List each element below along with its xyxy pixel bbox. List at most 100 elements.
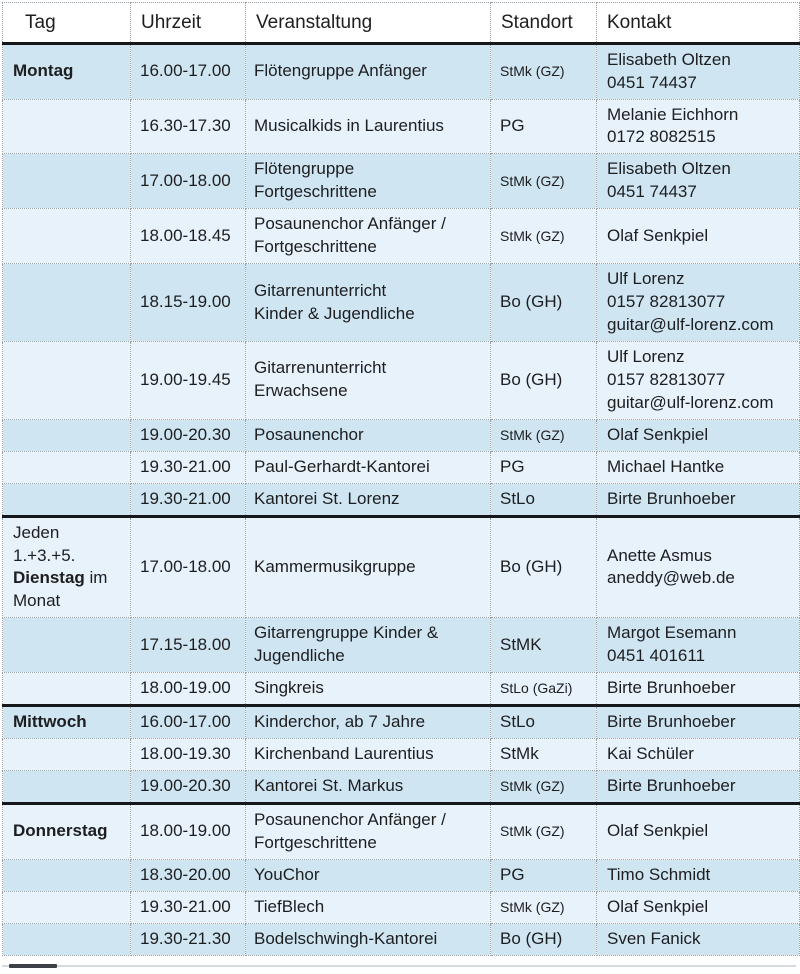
location-cell: Bo (GH) [490, 263, 597, 342]
location-cell: PG [490, 858, 597, 892]
contact-cell: Birte Brunhoeber [596, 482, 800, 517]
contact-label: Kai Schüler [607, 744, 694, 764]
table-row: 18.30-20.00 YouChor PG Timo Schmidt [2, 858, 800, 892]
event-label: Posaunenchor [254, 424, 364, 444]
contact-cell: Olaf Senkpiel [596, 890, 800, 924]
time-cell: 16.30-17.30 [130, 98, 246, 155]
time-label: 18.00-19.00 [140, 821, 231, 841]
event-cell: Singkreis [245, 672, 491, 707]
event-label: Singkreis [254, 678, 324, 698]
table-row: 19.30-21.00 Paul-Gerhardt-Kantorei PG Micha… [2, 450, 800, 484]
contact-label: Olaf Senkpiel [607, 424, 709, 444]
location-label: StMk [500, 744, 539, 764]
event-label: Bodelschwingh-Kantorei [254, 928, 438, 948]
contact-label: Sven Fanick [607, 928, 701, 948]
event-cell: Kinderchor, ab 7 Jahre [245, 704, 491, 740]
day-cell: Jeden 1.+3.+5. Dienstag im Monat [2, 514, 131, 619]
table-row: 19.30-21.00 Kantorei St. Lorenz StLo Birte … [2, 482, 800, 517]
event-label: Posaunenchor Anfänger / Fortgeschrittene [254, 809, 446, 852]
contact-label: Elisabeth Oltzen 0451 74437 [607, 159, 731, 202]
time-label: 19.30-21.00 [140, 896, 231, 916]
contact-label: Olaf Senkpiel [607, 821, 709, 841]
table-row: 18.00-19.00 Singkreis StLo (GaZi) Birte Bru… [2, 672, 800, 707]
table-body: Montag 16.00-17.00 Flötengruppe Anfänger St… [2, 41, 800, 956]
table-row: 16.30-17.30 Musicalkids in Laurentius PG Me… [2, 98, 800, 155]
location-label: StMk (GZ) [500, 172, 565, 189]
contact-cell: Kai Schüler [596, 738, 800, 772]
contact-label: Michael Hantke [607, 456, 725, 476]
event-label: Kantorei St. Lorenz [254, 488, 400, 508]
day-prefix-label: Jeden 1.+3.+5. [13, 522, 76, 565]
location-label: StMk (GZ) [500, 227, 565, 244]
contact-cell: Olaf Senkpiel [596, 418, 800, 452]
location-label: Bo (GH) [500, 292, 563, 312]
location-label: PG [500, 456, 525, 476]
event-cell: Paul-Gerhardt-Kantorei [245, 450, 491, 484]
event-label: Gitarrenunterricht Kinder & Jugendliche [254, 280, 415, 323]
time-label: 19.30-21.30 [140, 928, 231, 948]
day-cell [2, 263, 131, 342]
location-cell: StMk (GZ) [490, 801, 597, 860]
day-label: Donnerstag [13, 821, 108, 841]
event-cell: Posaunenchor [245, 418, 491, 452]
event-label: Musicalkids in Laurentius [254, 115, 444, 135]
contact-label: Birte Brunhoeber [607, 678, 736, 698]
time-label: 18.00-19.00 [140, 678, 231, 698]
contact-cell: Timo Schmidt [596, 858, 800, 892]
table-row: 18.00-19.30 Kirchenband Laurentius StMk Kai… [2, 738, 800, 772]
time-label: 16.00-17.00 [140, 61, 231, 81]
time-cell: 18.15-19.00 [130, 263, 246, 342]
contact-label: Ulf Lorenz 0157 82813077 guitar@ulf-lore… [607, 269, 774, 335]
time-label: 18.00-18.45 [140, 225, 231, 245]
day-cell [2, 770, 131, 804]
contact-label: Elisabeth Oltzen 0451 74437 [607, 49, 731, 92]
event-label: Posaunenchor Anfänger / Fortgeschrittene [254, 214, 446, 257]
contact-label: Birte Brunhoeber [607, 712, 736, 732]
table-row: 19.00-20.30 Posaunenchor StMk (GZ) Olaf Sen… [2, 418, 800, 452]
contact-cell: Ulf Lorenz 0157 82813077 guitar@ulf-lore… [596, 340, 800, 420]
event-label: Flötengruppe Fortgeschrittene [254, 159, 377, 202]
time-label: 19.30-21.00 [140, 488, 231, 508]
event-cell: Flötengruppe Fortgeschrittene [245, 153, 491, 210]
cutoff-faint-line [2, 964, 796, 967]
event-label: Kantorei St. Markus [254, 776, 404, 796]
event-cell: Posaunenchor Anfänger / Fortgeschrittene [245, 801, 491, 860]
table-row: 18.00-18.45 Posaunenchor Anfänger / Fortg… [2, 208, 800, 265]
column-header-tag: Tag [2, 2, 131, 45]
day-cell [2, 672, 131, 707]
time-label: 18.15-19.00 [140, 292, 231, 312]
event-cell: Gitarrenunterricht Kinder & Jugendliche [245, 263, 491, 342]
table-row: 19.00-20.30 Kantorei St. Markus StMk (GZ) B… [2, 770, 800, 804]
time-cell: 18.00-19.00 [130, 672, 246, 707]
location-cell: Bo (GH) [490, 340, 597, 420]
time-cell: 19.30-21.00 [130, 482, 246, 517]
day-cell [2, 617, 131, 674]
day-cell [2, 208, 131, 265]
time-cell: 19.30-21.30 [130, 922, 246, 956]
location-cell: StMk (GZ) [490, 153, 597, 210]
location-label: StLo (GaZi) [500, 680, 573, 697]
event-cell: Posaunenchor Anfänger / Fortgeschrittene [245, 208, 491, 265]
location-cell: StLo [490, 704, 597, 740]
location-cell: StLo (GaZi) [490, 672, 597, 707]
location-cell: PG [490, 450, 597, 484]
location-label: StMk (GZ) [500, 426, 565, 443]
event-label: Kinderchor, ab 7 Jahre [254, 712, 426, 732]
time-label: 19.00-19.45 [140, 369, 231, 389]
contact-cell: Olaf Senkpiel [596, 208, 800, 265]
day-label: Mittwoch [13, 712, 87, 732]
contact-label: Birte Brunhoeber [607, 488, 736, 508]
event-cell: Gitarrenunterricht Erwachsene [245, 340, 491, 420]
event-cell: Kantorei St. Lorenz [245, 482, 491, 517]
event-cell: Musicalkids in Laurentius [245, 98, 491, 155]
time-cell: 19.30-21.00 [130, 450, 246, 484]
event-cell: Flötengruppe Anfänger [245, 41, 491, 100]
table-row: Jeden 1.+3.+5. Dienstag im Monat 17.00-18… [2, 514, 800, 619]
time-label: 19.00-20.30 [140, 424, 231, 444]
event-label: YouChor [254, 864, 320, 884]
header-row: Tag Uhrzeit Veranstaltung Standort Konta… [2, 2, 800, 45]
contact-label: Timo Schmidt [607, 864, 711, 884]
column-header-uhrzeit: Uhrzeit [130, 2, 246, 45]
day-cell [2, 482, 131, 517]
table-row: Mittwoch 16.00-17.00 Kinderchor, ab 7 Jahr… [2, 704, 800, 740]
